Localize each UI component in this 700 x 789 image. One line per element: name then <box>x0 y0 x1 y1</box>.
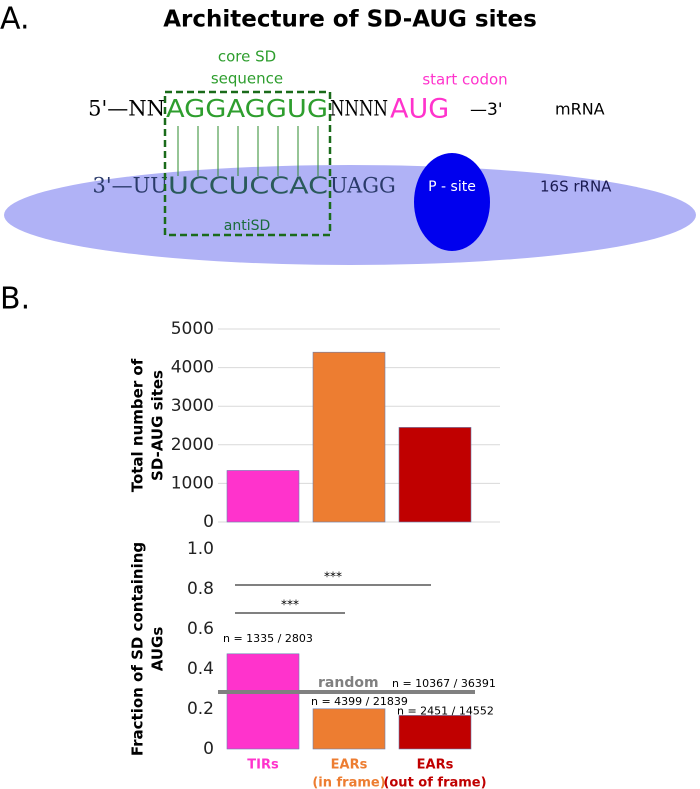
sd-box <box>163 90 332 237</box>
y-tick-label: 4000 <box>171 358 214 378</box>
bar <box>398 715 472 750</box>
x-tick-label: (out of frame) <box>383 776 486 789</box>
label: sequence <box>211 70 283 88</box>
panel-label: A. <box>0 2 30 37</box>
sequence: —3' <box>470 100 503 120</box>
bar <box>226 653 300 750</box>
panel-label: B. <box>0 282 30 317</box>
bar <box>398 427 472 523</box>
x-tick-label: EARs <box>417 758 454 773</box>
y-tick-label: 0.2 <box>187 699 214 719</box>
bar <box>312 708 386 750</box>
significance-label: *** <box>324 570 342 584</box>
label: start codon <box>422 71 507 89</box>
label: antiSD <box>224 218 271 234</box>
bar-note: n = 4399 / 21839 <box>311 695 408 708</box>
bar <box>226 470 300 523</box>
bar-note: n = 1335 / 2803 <box>223 632 313 645</box>
y-axis-label: AUGs <box>149 627 167 672</box>
y-tick-label: 1.0 <box>187 539 214 559</box>
title: Architecture of SD-AUG sites <box>163 7 537 33</box>
y-tick-label: 0.8 <box>187 579 214 599</box>
bar-note: n = 2451 / 14552 <box>397 704 494 717</box>
random-label: random <box>318 675 379 691</box>
y-tick-label: 3000 <box>171 396 214 416</box>
y-tick-label: 0.6 <box>187 619 214 639</box>
sequence: AUG <box>390 94 449 125</box>
label: mRNA <box>555 100 605 119</box>
x-tick-label: TIRs <box>247 758 279 773</box>
sequence: UAGG <box>330 174 396 198</box>
y-axis-label: Fraction of SD containing <box>129 542 147 756</box>
significance-label: *** <box>281 598 299 612</box>
sequence: 3'—UU <box>92 174 168 198</box>
y-axis-label: Total number of <box>129 358 147 492</box>
x-tick-label: EARs <box>331 758 368 773</box>
y-tick-label: 1000 <box>171 473 214 493</box>
y-tick-label: 0 <box>203 739 214 759</box>
x-tick-label: (in frame) <box>312 776 385 789</box>
label: P - site <box>428 179 476 195</box>
y-tick-label: 2000 <box>171 435 214 455</box>
y-axis-label: SD-AUG sites <box>149 370 167 481</box>
sequence: NNNN <box>330 97 388 121</box>
pairing-lines <box>177 126 319 176</box>
y-tick-label: 0.4 <box>187 659 214 679</box>
ribosome <box>4 165 696 265</box>
sequence: AGGAGGUG <box>166 94 328 123</box>
p-site-shape <box>414 153 490 251</box>
sequence: 5'—NN <box>88 97 165 121</box>
y-tick-label: 0 <box>203 512 214 532</box>
sequence: UCCUCCAC <box>168 174 328 200</box>
random-note: n = 10367 / 36391 <box>392 677 496 690</box>
bar <box>312 351 386 523</box>
label: core SD <box>218 48 276 66</box>
label: 16S rRNA <box>540 178 612 196</box>
y-tick-label: 5000 <box>171 319 214 339</box>
